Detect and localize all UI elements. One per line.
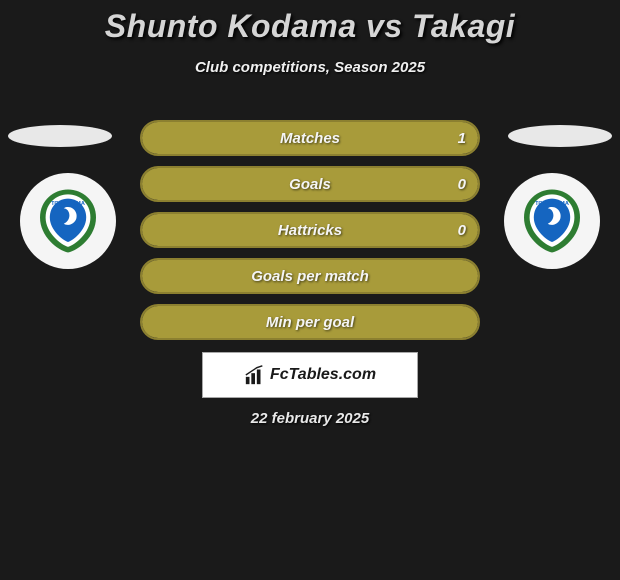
- stat-label: Goals: [289, 176, 331, 193]
- stat-label: Goals per match: [251, 268, 369, 285]
- date-label: 22 february 2025: [251, 410, 369, 427]
- stat-row: Hattricks 0: [140, 212, 480, 248]
- page-subtitle: Club competitions, Season 2025: [0, 59, 620, 76]
- vortis-badge-icon: TOKUSHIMA: [517, 186, 587, 256]
- stat-row: Goals 0: [140, 166, 480, 202]
- stat-label: Min per goal: [266, 314, 354, 331]
- player-photo-right: [508, 125, 612, 147]
- stat-row: Matches 1: [140, 120, 480, 156]
- vortis-badge-icon: TOKUSHIMA: [33, 186, 103, 256]
- stat-value-right: 0: [458, 222, 466, 239]
- svg-text:TOKUSHIMA: TOKUSHIMA: [535, 201, 569, 207]
- stat-row: Min per goal: [140, 304, 480, 340]
- stat-label: Matches: [280, 130, 340, 147]
- club-badge-left: TOKUSHIMA: [20, 173, 116, 269]
- stats-container: Matches 1 Goals 0 Hattricks 0 Goals per match M…: [140, 120, 480, 350]
- stat-value-right: 1: [458, 130, 466, 147]
- brand-label: FcTables.com: [270, 366, 376, 384]
- brand-box[interactable]: FcTables.com: [202, 352, 418, 398]
- player-photo-left: [8, 125, 112, 147]
- bar-chart-icon: [244, 364, 266, 386]
- svg-text:TOKUSHIMA: TOKUSHIMA: [51, 201, 85, 207]
- club-badge-right: TOKUSHIMA: [504, 173, 600, 269]
- stat-value-right: 0: [458, 176, 466, 193]
- stat-label: Hattricks: [278, 222, 342, 239]
- stat-row: Goals per match: [140, 258, 480, 294]
- page-title: Shunto Kodama vs Takagi: [0, 0, 620, 45]
